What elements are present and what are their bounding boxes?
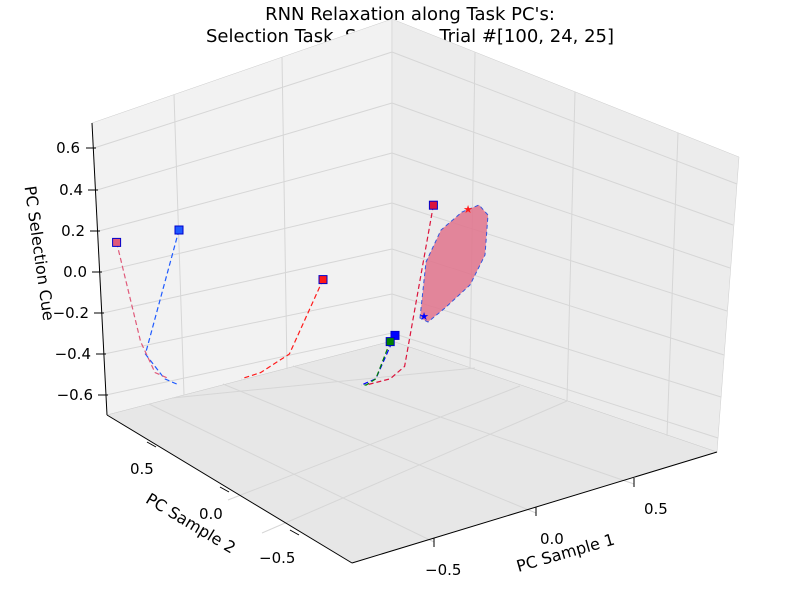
y-tick-label: −0.5 [259, 549, 295, 567]
trace-start-marker-2 [385, 337, 395, 347]
trace-end-star-0: ★ [419, 310, 429, 323]
axis-lines [91, 122, 718, 564]
z-tick-label: −0.2 [53, 304, 89, 322]
z-tick-label: 0.4 [59, 181, 83, 199]
tick-marks [86, 147, 635, 547]
z-tick-label: 0.2 [61, 222, 85, 240]
trace-line-3 [144, 229, 180, 386]
trace-start-marker-4 [112, 237, 122, 247]
z-tick-label: 0.6 [56, 139, 80, 157]
x-tick-label: 0.5 [644, 500, 668, 518]
trace-start-marker-1 [390, 330, 400, 340]
trace-end-star-1: ★ [463, 203, 473, 216]
trace-line-4 [116, 242, 170, 380]
z-axis-label: PC Selection Cue [21, 185, 59, 322]
x-axis-label: PC Sample 1 [514, 530, 616, 576]
y-tick-labels: 0.5 0.0 −0.5 [130, 460, 295, 567]
trace-line-2 [361, 341, 391, 386]
grid-lines [93, 51, 738, 543]
trajectory-traces: ★★ [112, 200, 489, 386]
chart-title-line1: RNN Relaxation along Task PC's: [265, 4, 555, 25]
relaxation-cluster [419, 204, 489, 323]
x-tick-label: 0.0 [540, 530, 564, 548]
trace-start-marker-0 [428, 200, 438, 210]
z-tick-label: −0.6 [57, 386, 93, 404]
trace-start-marker-5 [318, 275, 328, 285]
trace-line-1 [361, 335, 396, 386]
z-tick-label: 0.0 [63, 263, 87, 281]
y-axis-label: PC Sample 2 [143, 489, 240, 557]
z-tick-labels: 0.6 0.4 0.2 0.0 −0.2 −0.4 −0.6 [53, 139, 93, 404]
x-tick-labels: −0.5 0.0 0.5 [425, 500, 668, 579]
y-tick-label: 0.0 [199, 505, 223, 523]
y-tick-label: 0.5 [130, 460, 154, 478]
trace-line-0 [366, 205, 434, 386]
x-tick-label: −0.5 [425, 561, 461, 579]
z-tick-label: −0.4 [55, 345, 91, 363]
trace-line-5 [241, 279, 324, 380]
trace-start-marker-3 [174, 225, 184, 235]
